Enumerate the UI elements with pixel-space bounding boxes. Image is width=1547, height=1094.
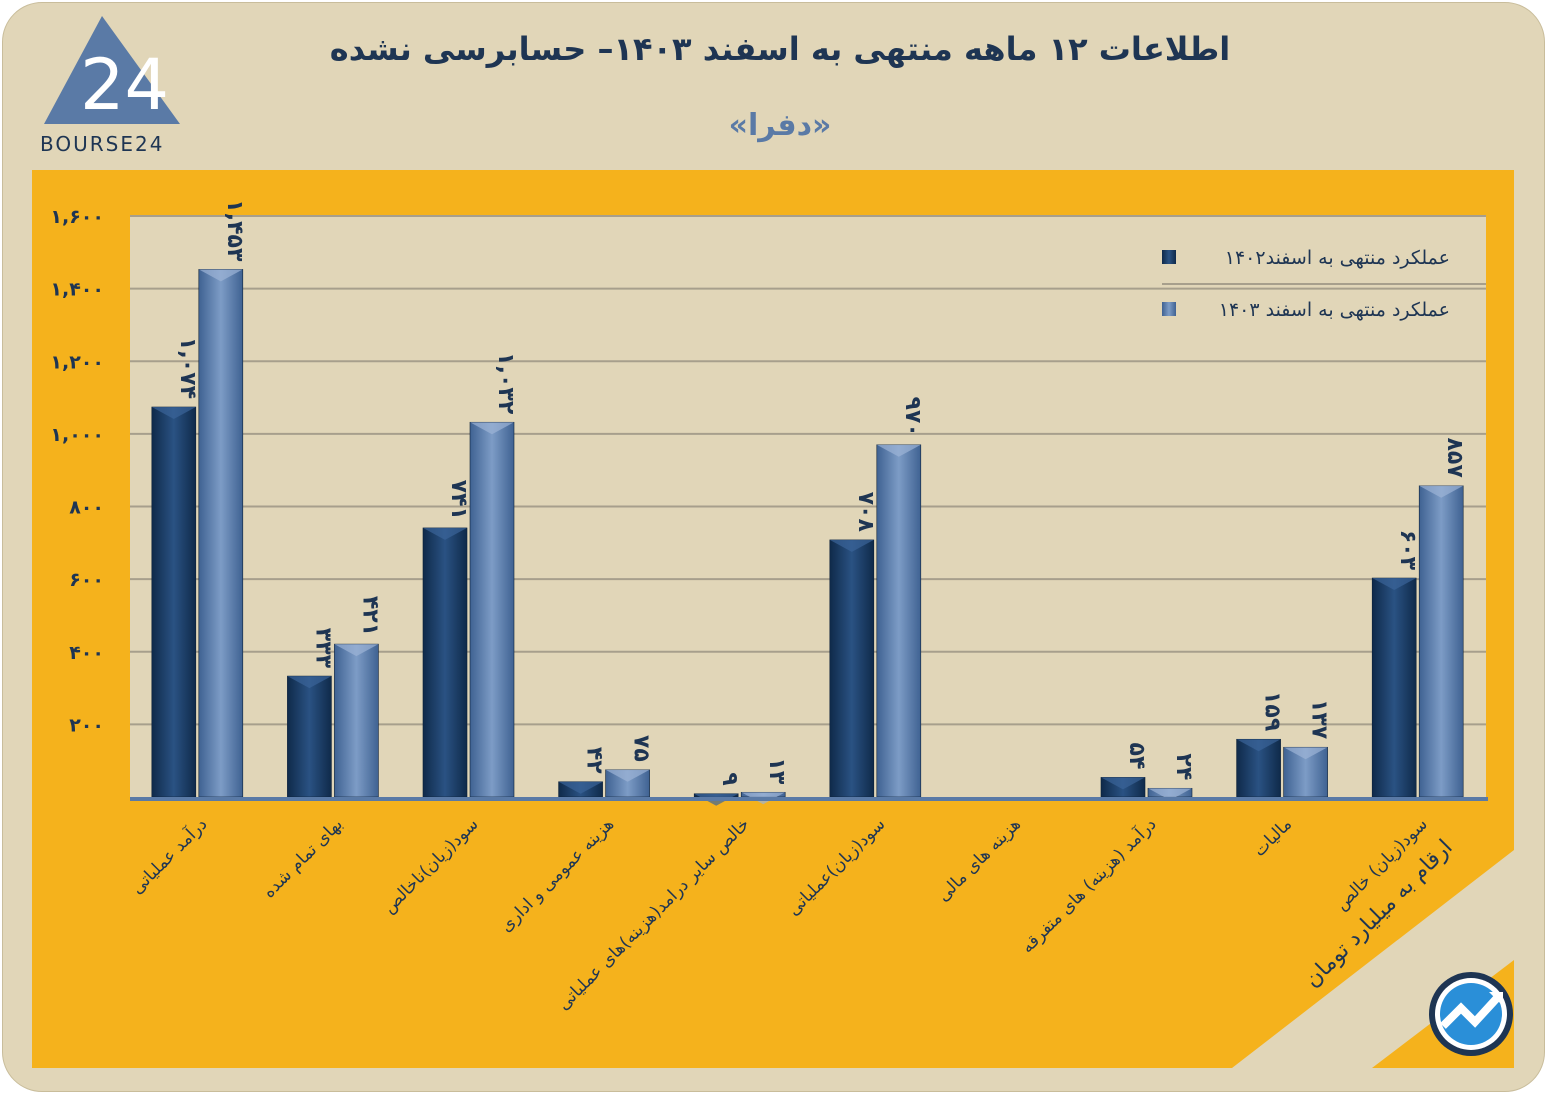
data-label: ۱۳ <box>764 757 789 784</box>
y-tick-label: ۱,۲۰۰ <box>50 351 104 373</box>
y-tick-label: ۴۰۰ <box>69 642 104 664</box>
bar-bevel <box>829 539 874 552</box>
y-tick-label: ۶۰۰ <box>69 569 104 591</box>
data-label: ۶۰۳ <box>1395 530 1420 571</box>
legend-label: عملکرد منتهی به اسفند ۱۴۰۳ <box>1219 299 1450 321</box>
category-label: درآمد عملیاتی <box>126 813 211 898</box>
bar-bevel <box>151 407 196 420</box>
bar-1402 <box>1371 577 1417 798</box>
chart-panel: ۲۰۰ ۴۰۰ ۶۰۰ ۸۰۰ ۱,۰۰۰ ۱,۲۰۰ ۱,۴۰۰ ۱,۶۰۰ ۱,۰۷۴ ۱,۴… <box>32 170 1514 1068</box>
bar-bevel <box>558 781 603 794</box>
bar-1402 <box>829 539 875 798</box>
bar-bevel <box>1372 578 1417 591</box>
bar-1403 <box>469 421 515 798</box>
data-label: ۱,۰۷۴ <box>175 337 200 399</box>
data-label: ۴۲ <box>582 747 607 774</box>
bourse24-logo: 24 BOURSE24 <box>40 16 180 156</box>
bar-bevel <box>334 644 379 657</box>
bar-bevel <box>1283 747 1328 760</box>
bar-bevel <box>1101 777 1145 790</box>
bar-bevel <box>1148 788 1192 801</box>
y-tick-label: ۱,۴۰۰ <box>50 279 104 301</box>
data-label: ۲۴ <box>1171 753 1196 780</box>
category-label: بهای تمام شده <box>259 814 347 902</box>
legend-swatch <box>1162 302 1176 316</box>
bar-chart: ۲۰۰ ۴۰۰ ۶۰۰ ۸۰۰ ۱,۰۰۰ ۱,۲۰۰ ۱,۴۰۰ ۱,۶۰۰ ۱,۰۷۴ ۱,۴… <box>50 199 1514 1068</box>
bar-bevel <box>198 269 243 282</box>
category-label: هزینه عمومی و اداری <box>496 814 618 936</box>
data-label: ۷۴۱ <box>446 480 471 520</box>
bar-bevel <box>423 527 467 540</box>
y-tick-label: ۱,۰۰۰ <box>50 424 104 446</box>
bar-1402 <box>422 527 468 798</box>
bar-bevel <box>470 422 514 435</box>
bar-bevel <box>876 444 921 457</box>
category-label: سود(زیان)ناخالص <box>379 814 482 917</box>
category-label: سود(زیان)عملیاتی <box>784 814 890 920</box>
page-title: اطلاعات ۱۲ ماهه منتهی به اسفند ۱۴۰۳– حسا… <box>329 30 1231 68</box>
data-label: ۱۳۷ <box>1307 699 1332 740</box>
bar-bevel <box>605 769 650 782</box>
data-label: ۹۷۰ <box>900 396 925 436</box>
bar-bevel <box>287 676 332 689</box>
legend-swatch <box>1162 250 1176 264</box>
category-label: درآمد (هزینه) های متفرقه <box>1016 813 1160 957</box>
data-label: ۷۰۸ <box>853 492 878 533</box>
y-tick-label: ۸۰۰ <box>69 497 104 519</box>
category-label: هزینه های مالی <box>934 814 1025 905</box>
data-label: ۱,۴۵۳ <box>222 199 247 262</box>
data-label: ۴۲۱ <box>357 596 382 636</box>
bar-1403 <box>876 444 922 798</box>
y-tick-label: ۱,۶۰۰ <box>50 206 104 228</box>
data-label: ۸۵۷ <box>1442 438 1467 479</box>
company-name: «دفرا» <box>728 108 832 143</box>
bar-1402 <box>151 406 197 798</box>
y-tick-label: ۲۰۰ <box>69 714 104 736</box>
svg-text:24: 24 <box>80 44 169 126</box>
data-label: ۱,۰۳۲ <box>493 352 518 415</box>
legend-label: عملکرد منتهی به اسفند۱۴۰۲ <box>1225 247 1450 269</box>
category-label: مالیات <box>1250 814 1297 861</box>
data-label: ۳۳۳ <box>310 628 335 669</box>
data-label: ۵۴ <box>1124 743 1149 770</box>
trend-arrow-icon <box>1429 972 1513 1056</box>
data-label: ۷۵ <box>629 735 654 762</box>
bar-1402 <box>287 675 332 798</box>
data-label: ۱۵۹ <box>1260 691 1285 731</box>
svg-text:BOURSE24: BOURSE24 <box>40 132 164 156</box>
bar-bevel <box>1419 485 1464 498</box>
bar-1403 <box>198 269 244 798</box>
data-label: ۹ <box>717 772 742 785</box>
bar-1403 <box>334 643 379 798</box>
bar-1403 <box>1418 485 1464 798</box>
bar-bevel <box>1236 739 1281 752</box>
